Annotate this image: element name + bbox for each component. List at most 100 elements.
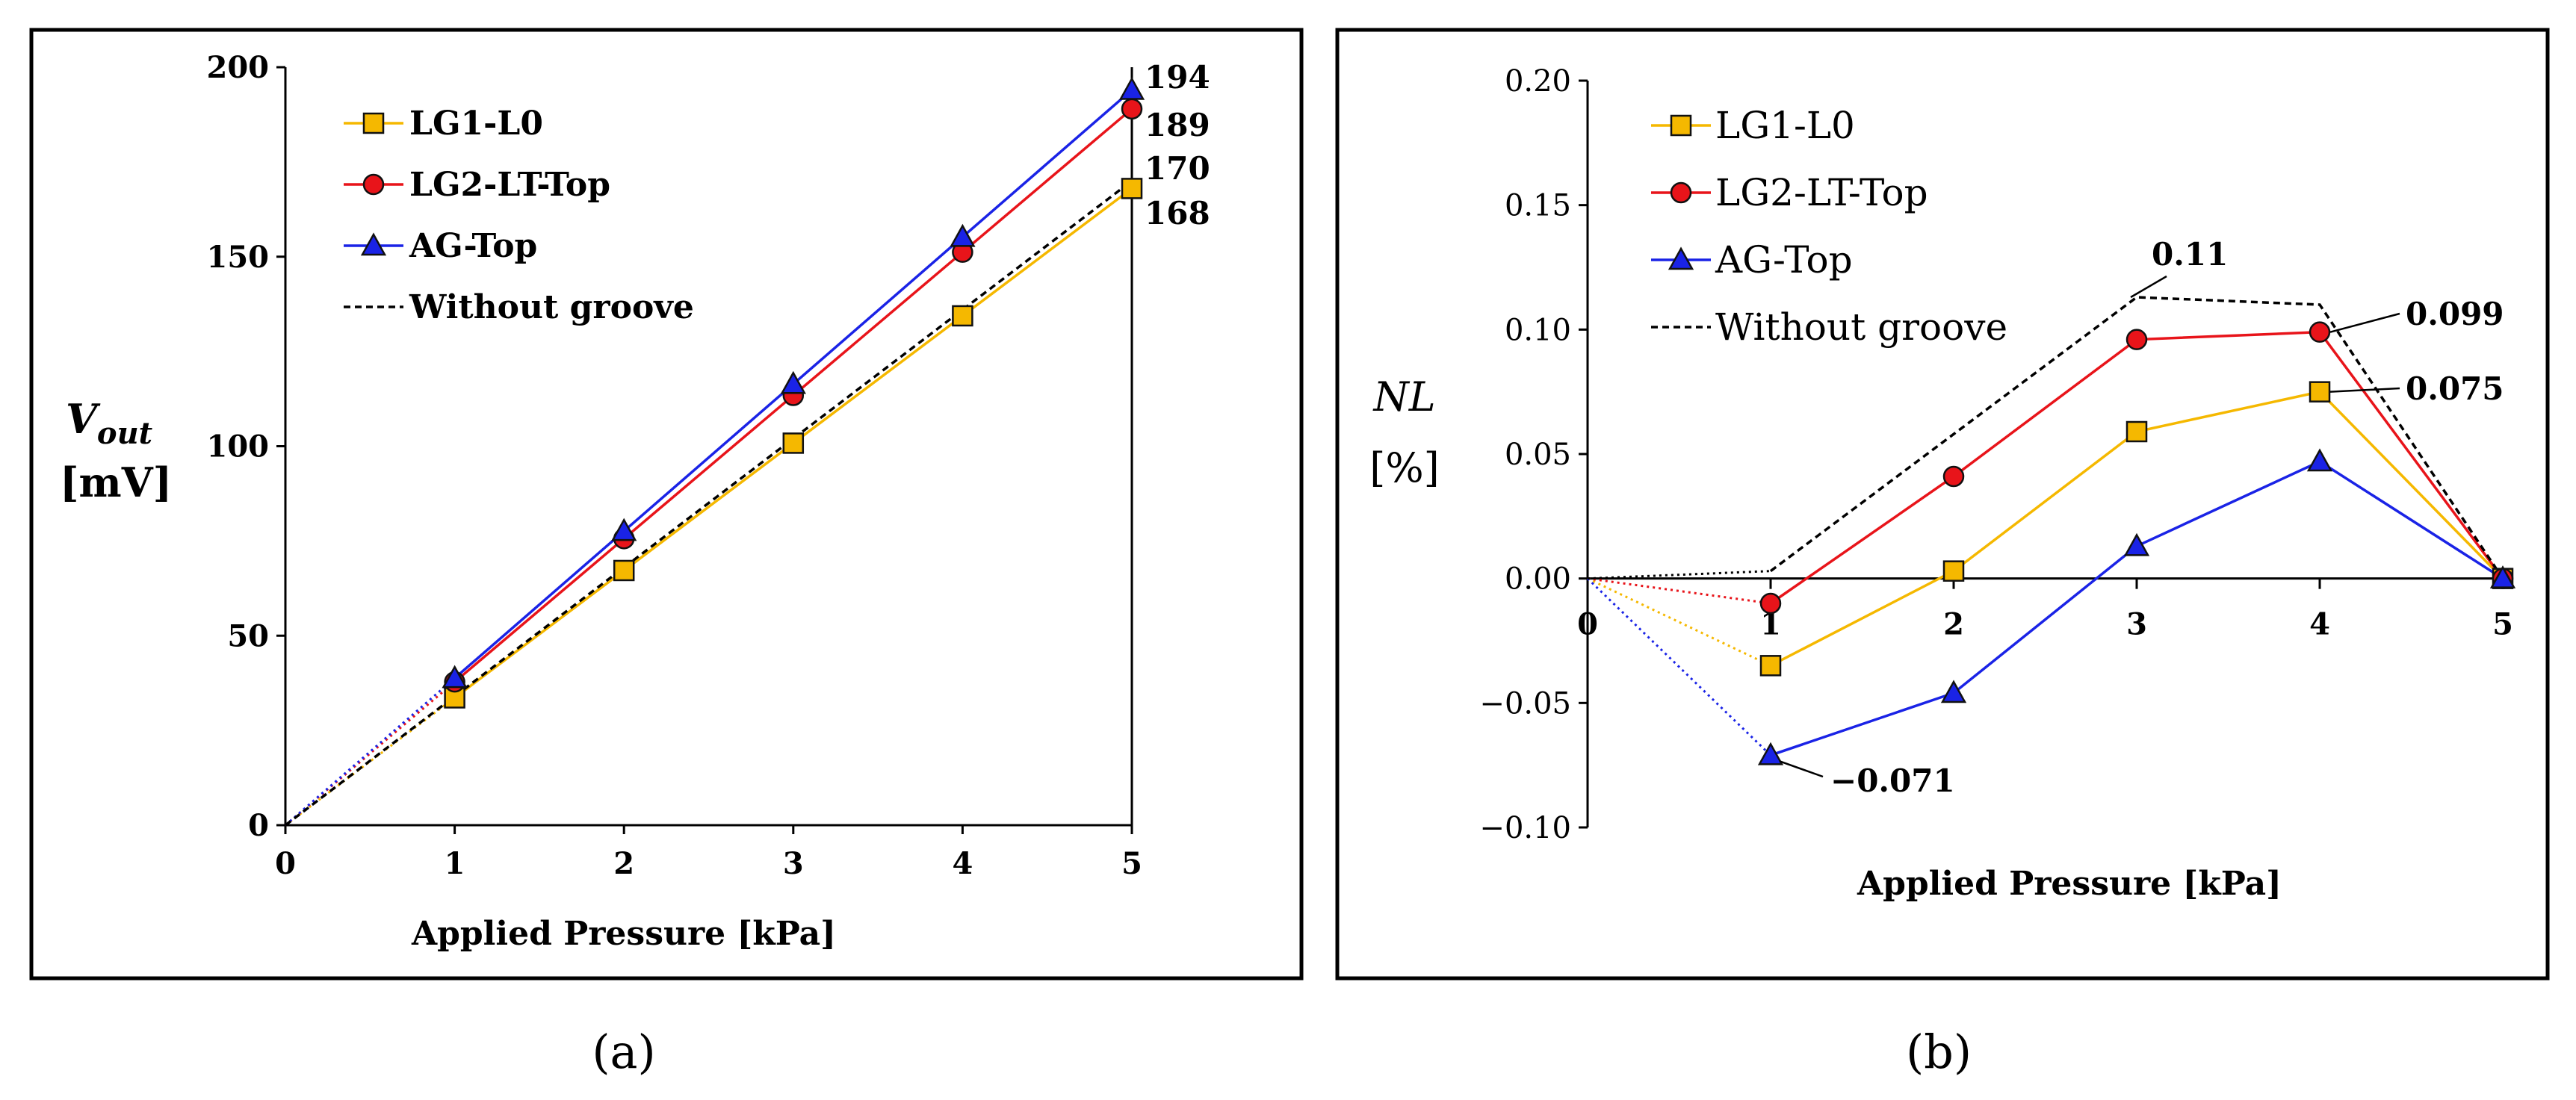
panel-b-legend: LG1-L0 LG2-LT-Top AG-Top Without groove <box>1651 104 2007 349</box>
panel-a-point-lg1 <box>782 432 805 454</box>
panel-b-annotation-leader <box>2130 275 2167 299</box>
panel-b-annotation-leader <box>1779 760 1824 778</box>
panel-b-legend-label-without: Without groove <box>1715 305 2007 349</box>
panel-a-point-ag <box>611 518 637 541</box>
panel-a-ylabel-sub: out <box>97 416 153 451</box>
panel-a-end-label: 189 <box>1145 107 1210 143</box>
panel-b-point-lg2 <box>1942 465 1965 488</box>
panel-b-point-lg2 <box>2125 329 2148 350</box>
panel-a-end-label: 170 <box>1145 150 1210 187</box>
panel-a-legend: LG1-L0 LG2-LT-Top AG-Top Without groove <box>344 105 694 326</box>
panel-a-end-labels: 194 189 170 168 <box>1145 59 1210 232</box>
panel-b-point-ag <box>2123 532 2150 556</box>
panel-b-point-lg1 <box>2309 381 2331 403</box>
panel-a-xtick-label: 0 <box>275 846 296 881</box>
panel-b-point-lg1 <box>1759 655 1782 677</box>
panel-b-series <box>1586 296 2516 765</box>
panel-a-xlabel: Applied Pressure [kPa] <box>411 915 836 953</box>
panel-a-legend-label-lg1: LG1-L0 <box>409 105 543 143</box>
panel-b-frame <box>1335 28 2550 981</box>
panel-b-point-ag <box>1940 680 1967 703</box>
panel-b-annotation-label: 0.075 <box>2406 370 2504 407</box>
panel-a-xtick-label: 1 <box>445 846 465 881</box>
panel-b-annotation-leader <box>2329 312 2400 333</box>
panel-a-axes: 0 50 100 150 200 0 1 2 3 4 5 <box>207 50 1142 881</box>
panel-a-ytick-label: 50 <box>227 618 269 653</box>
panel-b-ytick-label: 0.05 <box>1505 438 1571 472</box>
panel-b-series-origin-dotted <box>1587 577 1771 605</box>
panel-a-ylabel-unit: [mV] <box>60 459 172 506</box>
panel-b-caption: (b) <box>1906 1025 1972 1079</box>
panel-a-legend-label-without: Without groove <box>409 288 694 326</box>
panel-b-annotation-label: 0.11 <box>2152 236 2228 273</box>
panel-b-axes: −0.10−0.050.000.050.100.150.200 1 2 3 4 5 <box>1479 64 2513 845</box>
panel-a-series <box>284 76 1145 827</box>
chart-panel-b: −0.10−0.050.000.050.100.150.200 1 2 3 4 5 LG1… <box>1335 28 2550 1079</box>
panel-a-legend-label-ag: AG-Top <box>409 227 537 265</box>
panel-a-series-origin-dotted <box>285 677 456 827</box>
panel-b-xtick-label: 0 <box>1577 607 1598 642</box>
panel-b-annotations: 0.11 0.099 0.075 −0.071 <box>1779 236 2504 799</box>
panel-b-point-ag <box>2489 565 2516 588</box>
panel-a-xtick-label: 4 <box>952 846 973 881</box>
panel-b-xtick-label: 2 <box>1943 607 1964 642</box>
panel-a-xtick-label: 2 <box>613 846 634 881</box>
panel-a-end-label: 194 <box>1145 59 1210 96</box>
panel-a-series-line-without-groove <box>284 179 1133 827</box>
panel-b-ytick-label: 0.00 <box>1505 562 1571 597</box>
panel-a-ylabel-v: V <box>66 395 101 443</box>
panel-a-point-lg1 <box>613 559 635 582</box>
panel-b-point-ag <box>1757 742 1784 765</box>
panel-a-ytick-label: 0 <box>248 808 269 843</box>
panel-b-xtick-label: 3 <box>2126 607 2147 642</box>
panel-b-legend-label-ag: AG-Top <box>1715 238 1853 282</box>
panel-a-legend-marker-ag <box>360 232 387 256</box>
panel-b-ylabel-unit: [%] <box>1369 444 1439 491</box>
panel-b-annotation-label: 0.099 <box>2406 296 2504 332</box>
panel-a-legend-marker-lg2 <box>362 173 385 196</box>
panel-b-ytick-label: 0.15 <box>1505 189 1571 223</box>
panel-a-point-lg2 <box>1121 98 1143 120</box>
panel-b-xtick-label: 5 <box>2492 607 2513 642</box>
panel-a-end-label: 168 <box>1145 195 1210 232</box>
chart-panel-a: 0 50 100 150 200 0 1 2 3 4 5 LG1-L0 LG2-LT-Top AG-To… <box>29 28 1304 1079</box>
panel-a-xtick-label: 5 <box>1121 846 1142 881</box>
panel-b-xlabel: Applied Pressure [kPa] <box>1857 865 2282 903</box>
panel-a-ylabel-main: Vout <box>66 395 153 451</box>
panel-b-legend-label-lg1: LG1-L0 <box>1715 104 1855 147</box>
panel-a-ytick-label: 200 <box>207 50 270 85</box>
panel-a-ytick-label: 150 <box>207 240 270 275</box>
panel-b-annotation-label: −0.071 <box>1830 762 1955 799</box>
panel-b-point-lg2 <box>2309 321 2331 343</box>
panel-b-ytick-label: 0.20 <box>1505 64 1571 99</box>
panel-b-xtick-label: 4 <box>2309 607 2330 642</box>
panel-a-legend-marker-lg1 <box>362 112 385 134</box>
panel-b-point-lg2 <box>1759 592 1782 615</box>
panel-b-ytick-label: −0.10 <box>1479 811 1571 845</box>
panel-b-point-lg1 <box>1942 560 1965 582</box>
panel-a-xtick-label: 3 <box>783 846 804 881</box>
panel-b-ytick-label: 0.10 <box>1505 313 1571 347</box>
panel-a-point-ag <box>780 370 806 394</box>
panel-a-ytick-label: 100 <box>207 429 270 464</box>
panel-b-legend-label-lg2: LG2-LT-Top <box>1715 171 1928 214</box>
panel-a-point-lg1 <box>1121 178 1143 199</box>
panel-a-legend-label-lg2: LG2-LT-Top <box>409 166 610 204</box>
panel-b-series-origin-dotted <box>1587 570 1771 580</box>
panel-b-ylabel-main: NL <box>1372 373 1435 420</box>
panel-b-point-ag <box>2306 448 2333 472</box>
panel-b-ytick-label: −0.05 <box>1479 686 1571 721</box>
panel-b-legend-marker-lg1 <box>1670 114 1692 137</box>
panel-a-caption: (a) <box>592 1025 655 1079</box>
panel-b-annotation-leader <box>2329 387 2400 393</box>
panel-b-series-origin-dotted <box>1586 577 1772 756</box>
panel-b-legend-marker-lg2 <box>1670 181 1692 204</box>
panel-b-series-origin-dotted <box>1587 577 1771 667</box>
panel-b-legend-marker-ag <box>1668 246 1694 270</box>
panel-a-point-lg1 <box>952 305 973 327</box>
panel-a-point-ag <box>1118 76 1145 100</box>
panel-a-point-ag <box>442 665 468 689</box>
panel-a-point-ag <box>950 223 976 247</box>
panel-b-point-lg1 <box>2125 420 2148 443</box>
